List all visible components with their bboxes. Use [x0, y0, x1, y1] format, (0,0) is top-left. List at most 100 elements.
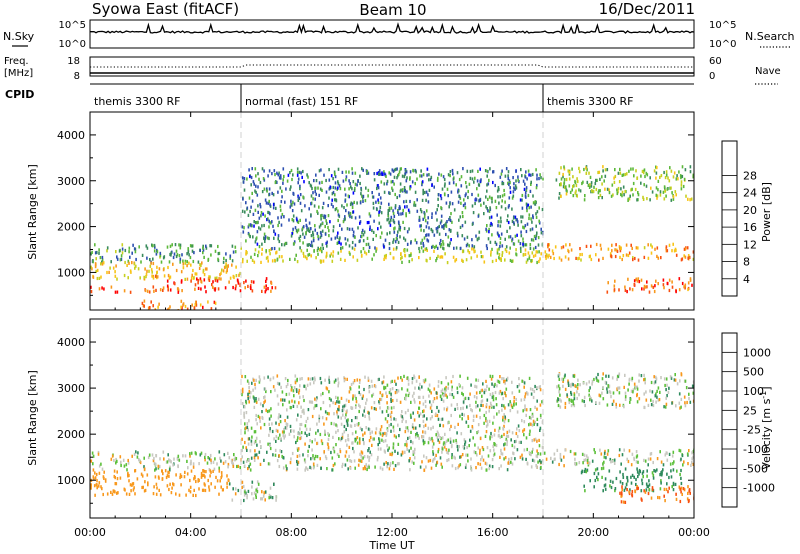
power-echo-cell: [116, 290, 119, 294]
power-echo-cell: [520, 249, 522, 253]
velocity-echo-cell: [422, 402, 425, 406]
velocity-echo-cell: [651, 471, 654, 475]
power-echo-cell: [500, 220, 502, 224]
power-echo-cell: [297, 177, 300, 181]
velocity-echo-cell: [529, 422, 531, 426]
power-echo-cell: [636, 198, 638, 202]
power-echo-cell: [190, 263, 192, 267]
velocity-echo-cell: [193, 477, 195, 481]
velocity-echo-cell: [439, 423, 441, 427]
velocity-echo-cell: [687, 485, 689, 489]
power-echo-cell: [373, 253, 375, 257]
velocity-echo-cell: [390, 394, 393, 398]
power-echo-cell: [361, 167, 363, 171]
velocity-echo-cell: [433, 387, 436, 391]
velocity-echo-cell: [583, 399, 585, 404]
power-echo-cell: [310, 227, 312, 231]
power-echo-cell: [631, 288, 634, 292]
power-echo-cell: [180, 279, 183, 283]
power-echo-cell: [674, 190, 677, 194]
power-echo-cell: [198, 266, 201, 270]
velocity-echo-cell: [465, 420, 468, 424]
velocity-echo-cell: [459, 414, 461, 418]
velocity-echo-cell: [673, 460, 675, 464]
velocity-echo-cell: [354, 394, 356, 398]
velocity-echo-cell: [392, 429, 395, 433]
power-echo-cell: [264, 198, 267, 202]
velocity-echo-cell: [294, 381, 297, 385]
velocity-echo-cell: [647, 457, 650, 461]
power-echo-cell: [675, 193, 677, 197]
power-echo-cell: [380, 225, 382, 229]
velocity-echo-cell: [281, 398, 284, 402]
power-echo-cell: [662, 278, 665, 282]
power-echo-cell: [257, 254, 259, 258]
velocity-echo-cell: [327, 447, 330, 451]
power-echo-cell: [255, 190, 257, 194]
power-ylabel: Slant Range [km]: [26, 164, 39, 260]
velocity-echo-cell: [286, 382, 289, 386]
velocity-echo-cell: [128, 479, 130, 483]
power-echo-cell: [626, 172, 628, 176]
power-echo-cell: [274, 286, 277, 290]
power-echo-cell: [293, 242, 295, 246]
power-echo-cell: [436, 208, 438, 212]
velocity-echo-cell: [266, 409, 269, 414]
velocity-echo-cell: [381, 438, 383, 442]
power-echo-cell: [345, 242, 347, 246]
velocity-echo-cell: [644, 459, 647, 463]
velocity-echo-cell: [268, 433, 270, 437]
nave-label: Nave: [755, 66, 781, 77]
velocity-echo-cell: [324, 455, 327, 459]
power-echo-cell: [655, 176, 657, 180]
velocity-echo-cell: [384, 431, 386, 436]
velocity-echo-cell: [335, 430, 337, 434]
velocity-echo-cell: [585, 470, 588, 474]
velocity-echo-cell: [437, 431, 439, 436]
velocity-echo-cell: [212, 469, 214, 473]
power-echo-cell: [289, 171, 291, 175]
power-echo-cell: [337, 180, 339, 184]
velocity-echo-cell: [487, 454, 490, 458]
velocity-echo-cell: [359, 459, 362, 463]
velocity-echo-cell: [316, 441, 318, 446]
velocity-echo-cell: [636, 487, 638, 491]
velocity-echo-cell: [463, 413, 465, 417]
velocity-echo-cell: [318, 414, 320, 418]
velocity-echo-cell: [368, 411, 370, 415]
velocity-echo-cell: [451, 388, 453, 392]
power-echo-cell: [572, 175, 574, 179]
power-echo-cell: [516, 233, 518, 237]
power-echo-cell: [114, 290, 117, 294]
velocity-echo-cell: [402, 417, 404, 421]
velocity-echo-cell: [591, 379, 594, 383]
power-echo-cell: [535, 250, 538, 254]
power-echo-cell: [503, 193, 506, 197]
velocity-echo-cell: [254, 453, 256, 457]
power-echo-cell: [529, 243, 532, 247]
power-echo-cell: [145, 275, 147, 279]
velocity-echo-cell: [559, 456, 562, 460]
power-echo-cell: [426, 248, 428, 252]
power-echo-cell: [441, 255, 444, 259]
velocity-echo-cell: [489, 435, 491, 439]
power-echo-cell: [257, 185, 259, 189]
velocity-echo-cell: [94, 476, 97, 480]
velocity-echo-cell: [500, 464, 502, 468]
power-echo-cell: [403, 186, 406, 190]
velocity-echo-cell: [367, 410, 369, 414]
power-echo-cell: [450, 228, 452, 233]
power-echo-cell: [150, 300, 152, 304]
power-echo-cell: [356, 183, 358, 187]
velocity-echo-cell: [650, 403, 653, 407]
velocity-echo-cell: [390, 417, 392, 421]
power-echo-cell: [433, 249, 435, 253]
power-echo-cell: [671, 249, 673, 253]
power-echo-cell: [447, 235, 450, 239]
power-echo-cell: [462, 167, 464, 171]
velocity-echo-cell: [370, 406, 373, 410]
velocity-echo-cell: [386, 383, 389, 387]
velocity-echo-cell: [204, 455, 206, 459]
power-echo-cell: [420, 228, 422, 232]
power-echo-cell: [459, 225, 462, 229]
